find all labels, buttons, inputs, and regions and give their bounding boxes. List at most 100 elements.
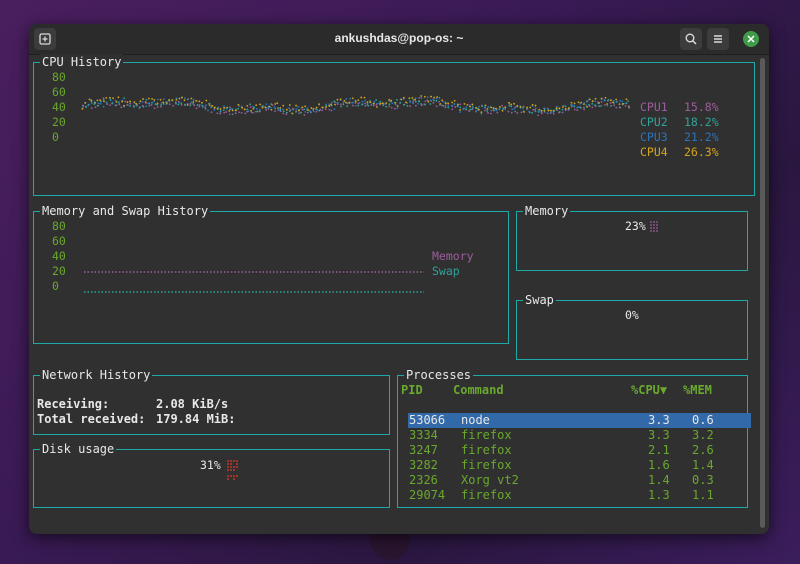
menu-button[interactable] xyxy=(707,28,729,50)
cpu-graph-dot xyxy=(102,98,105,101)
cpu-graph-dot xyxy=(94,101,97,104)
cpu-graph-dot xyxy=(439,103,442,105)
cpu-graph-dot xyxy=(153,100,156,103)
cpu-graph-dot xyxy=(102,105,105,108)
process-row[interactable]: 53066 node 3.3 0.6 xyxy=(408,413,751,428)
cpu-y-tick: 80 xyxy=(52,70,66,84)
cpu-graph-dot xyxy=(615,98,618,101)
cpu-graph-dot xyxy=(216,107,219,110)
cpu-graph-dot xyxy=(459,109,461,111)
process-row[interactable]: 3334 firefox 3.3 3.2 xyxy=(408,428,751,443)
cpu-graph-dot xyxy=(255,110,257,113)
cpu-graph-dot xyxy=(333,108,336,110)
cpu-graph-dot xyxy=(463,102,466,105)
cpu-graph-dot xyxy=(594,97,597,100)
cpu-graph-dot xyxy=(478,108,480,111)
cpu-graph-dot xyxy=(520,111,523,114)
cpu-graph-dot xyxy=(219,112,222,115)
cpu-graph-dot xyxy=(198,100,201,103)
cpu-graph-dot xyxy=(309,110,312,113)
cpu-graph-dot xyxy=(577,106,580,109)
cpu-graph-dot xyxy=(219,109,222,112)
cpu-graph-dot xyxy=(189,104,192,107)
search-button[interactable] xyxy=(680,28,702,50)
pid-column-header[interactable]: PID xyxy=(401,383,423,397)
cpu-graph-dot xyxy=(129,102,132,105)
cpu-graph-dot xyxy=(511,108,514,111)
process-row[interactable]: 3282 firefox 1.6 1.4 xyxy=(408,458,751,473)
cpu-graph-dot xyxy=(166,101,169,104)
cpu-graph-dot xyxy=(321,109,324,112)
mem-column-header[interactable]: %MEM xyxy=(683,383,712,397)
cpu-graph-dot xyxy=(318,109,321,112)
cpu-graph-dot xyxy=(402,103,405,106)
cpu-graph-dot xyxy=(304,111,307,113)
mem-y-tick: 80 xyxy=(52,219,66,233)
cpu-graph-dot xyxy=(529,106,532,109)
cpu-graph-dot xyxy=(304,105,307,108)
cpu-graph-dot xyxy=(514,106,517,109)
cpu-graph-dot xyxy=(417,102,419,105)
cpu-graph-dot xyxy=(492,107,495,109)
cpu-graph-dot xyxy=(412,102,415,105)
process-mem: 3.2 xyxy=(692,428,714,442)
cpu-graph-dot xyxy=(504,108,507,111)
cpu-graph-dot xyxy=(330,103,333,106)
cpu3-legend-value: 21.2% xyxy=(684,130,719,144)
cpu-graph-dot xyxy=(117,96,120,99)
cpu-graph-dot xyxy=(513,107,516,110)
cpu-graph-dot xyxy=(414,98,417,101)
cpu-graph-dot xyxy=(591,100,594,102)
process-row[interactable]: 2326 Xorg vt2 1.4 0.3 xyxy=(408,473,751,488)
cpu-graph-dot xyxy=(240,111,243,114)
cpu-graph-dot xyxy=(369,101,372,104)
cpu-graph-dot xyxy=(162,98,165,101)
mem-y-tick: 20 xyxy=(52,264,66,278)
process-row[interactable]: 3247 firefox 2.1 2.6 xyxy=(408,443,751,458)
process-command: firefox xyxy=(461,458,512,472)
cpu-graph-dot xyxy=(139,100,142,103)
cpu-column-header[interactable]: %CPU▼ xyxy=(631,383,668,397)
cpu-graph-dot xyxy=(205,104,207,107)
cpu-graph-dot xyxy=(394,103,397,106)
process-command: firefox xyxy=(461,488,512,502)
cpu-graph-dot xyxy=(624,102,627,105)
cpu-graph-dot xyxy=(261,104,263,107)
cpu-graph-dot xyxy=(546,112,549,115)
cpu-graph-dot xyxy=(270,106,272,109)
cpu-graph-dot xyxy=(147,102,150,105)
cpu-graph-dot xyxy=(201,104,204,107)
cpu-graph-dot xyxy=(96,99,99,102)
cpu-graph-dot xyxy=(153,98,156,101)
cpu-graph-dot xyxy=(84,101,87,104)
cpu-graph-dot xyxy=(523,111,525,113)
cpu-graph-dot xyxy=(85,106,88,108)
cpu-graph-dot xyxy=(402,96,405,99)
cpu-graph-dot xyxy=(213,106,216,109)
cpu-graph-dot xyxy=(399,101,402,104)
cpu-graph-dot xyxy=(228,110,231,112)
cpu-graph-dot xyxy=(600,101,603,103)
cpu-graph-dot xyxy=(591,106,594,109)
cpu-graph-dot xyxy=(319,108,322,111)
cpu-graph-dot xyxy=(552,112,555,115)
cpu-graph-dot xyxy=(618,103,621,106)
cpu-graph-dot xyxy=(613,104,616,107)
cpu-graph-dot xyxy=(492,109,495,112)
cpu-graph-dot xyxy=(109,104,112,107)
cpu-graph-dot xyxy=(417,100,420,103)
close-button[interactable] xyxy=(743,31,759,47)
cpu-graph-dot xyxy=(570,105,573,108)
cpu-graph-dot xyxy=(123,97,126,100)
new-tab-button[interactable] xyxy=(34,28,56,50)
cpu-graph-dot xyxy=(496,111,499,114)
cpu-graph-dot xyxy=(292,108,295,111)
cpu-graph-dot xyxy=(342,103,345,105)
cpu-graph-dot xyxy=(354,101,357,104)
scrollbar[interactable] xyxy=(760,58,765,528)
cpu-graph-dot xyxy=(90,100,93,103)
command-column-header[interactable]: Command xyxy=(453,383,504,397)
cpu-graph-dot xyxy=(382,104,385,107)
cpu-graph-dot xyxy=(247,110,250,112)
process-row[interactable]: 29074 firefox 1.3 1.1 xyxy=(408,488,751,503)
